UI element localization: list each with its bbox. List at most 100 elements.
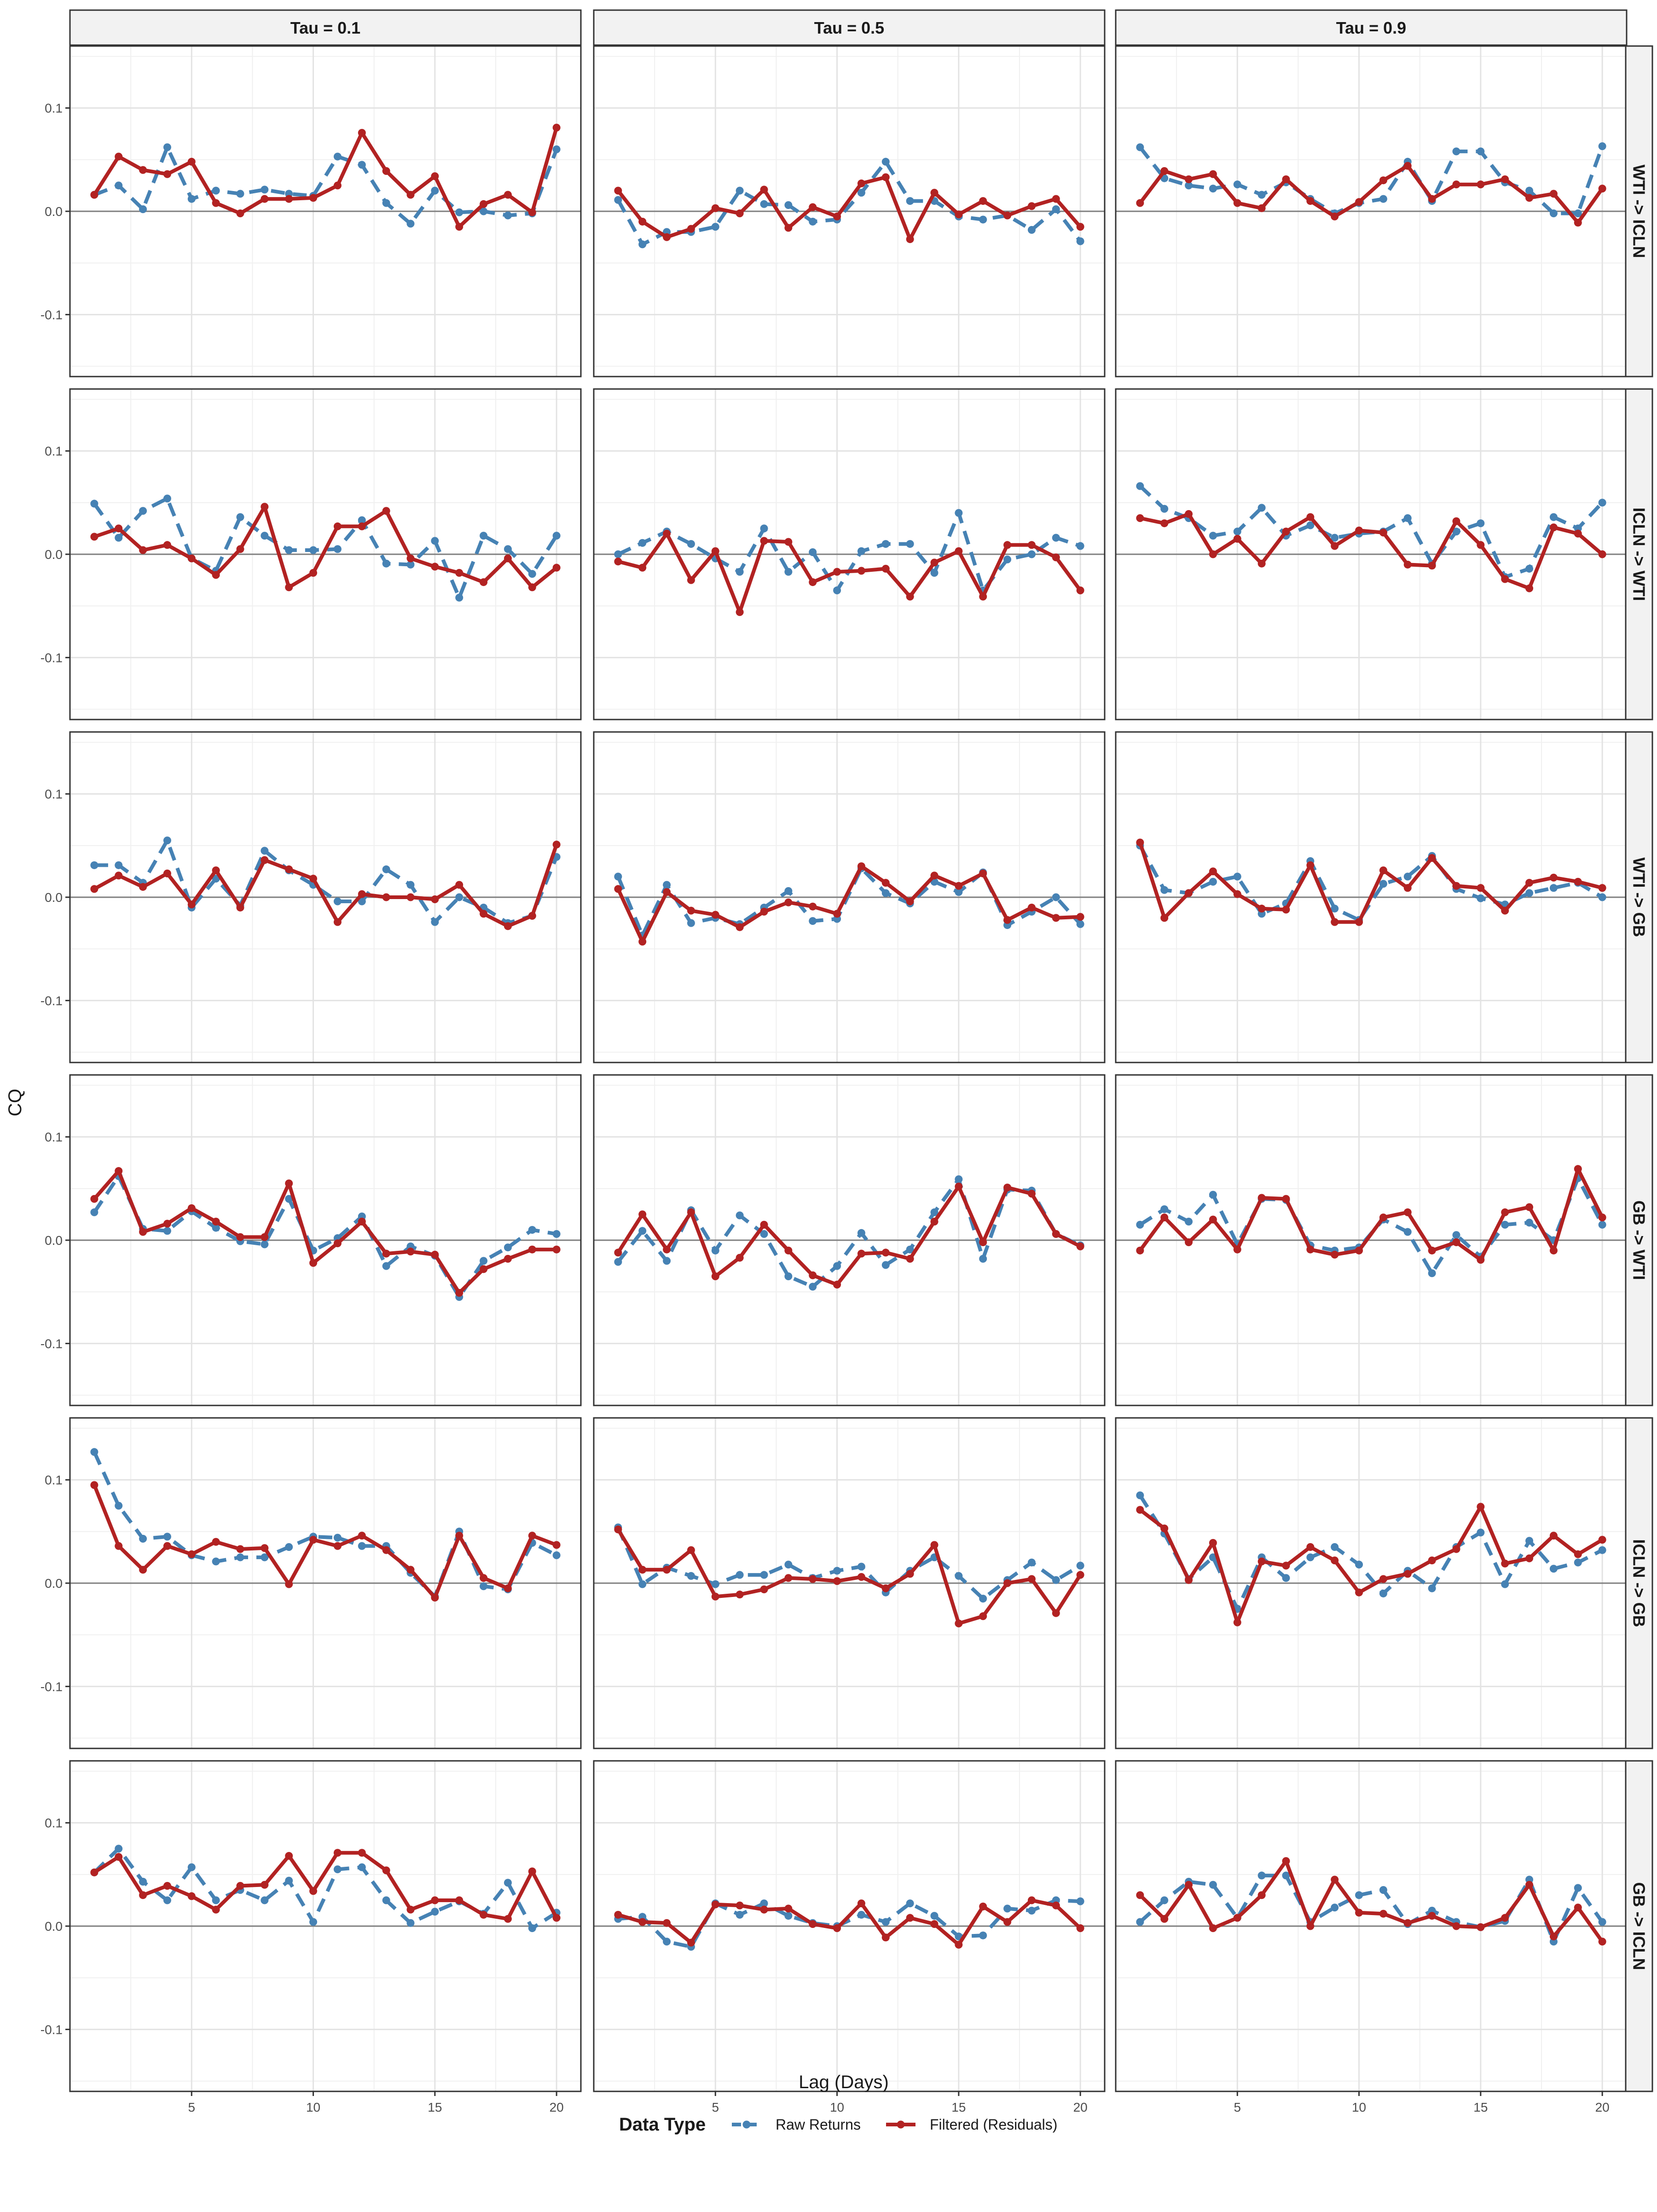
filtered-residuals-point — [1052, 553, 1060, 562]
filtered-residuals-line — [1138, 1167, 1604, 1262]
x-tick-label: 10 — [306, 2100, 320, 2114]
y-tick-label: 0.1 — [45, 787, 63, 801]
raw-returns-point — [382, 559, 390, 568]
filtered-residuals-point — [1306, 1922, 1315, 1930]
filtered-residuals-point — [1501, 575, 1509, 583]
filtered-residuals-point — [431, 895, 439, 903]
filtered-residuals-point — [236, 903, 244, 912]
filtered-residuals-point — [1257, 204, 1266, 212]
filtered-residuals-point — [115, 871, 123, 880]
filtered-residuals-point — [1477, 1923, 1485, 1931]
filtered-residuals-point — [687, 1546, 695, 1554]
filtered-residuals-point — [90, 1868, 98, 1876]
filtered-residuals-point — [955, 210, 963, 219]
filtered-residuals-point — [881, 879, 890, 887]
filtered-residuals-point — [687, 906, 695, 915]
filtered-residuals-point — [760, 907, 768, 916]
filtered-residuals-point — [406, 1566, 415, 1574]
filtered-residuals-point — [163, 1542, 171, 1550]
filtered-residuals-point — [1185, 1238, 1193, 1246]
filtered-residuals-point — [187, 157, 196, 166]
raw-returns-point — [906, 1245, 914, 1254]
filtered-residuals-series — [1136, 510, 1606, 592]
filtered-residuals-point — [1452, 1922, 1460, 1930]
filtered-residuals-point — [1209, 1215, 1217, 1224]
filtered-residuals-point — [1027, 1190, 1036, 1198]
panel-r6-c1: -0.1 0.0 0.1 5 10 15 20 — [41, 1760, 582, 2114]
raw-returns-point — [638, 240, 647, 249]
raw-returns-point — [1076, 542, 1084, 550]
x-tick-label: 15 — [428, 2100, 442, 2114]
raw-returns-point — [1549, 1565, 1558, 1573]
filtered-residuals-line — [617, 532, 1082, 614]
filtered-residuals-point — [833, 1924, 841, 1932]
raw-returns-point — [930, 1912, 939, 1920]
panel-r2-c2 — [593, 388, 1106, 720]
filtered-residuals-point — [930, 1218, 939, 1226]
filtered-residuals-point — [309, 194, 318, 202]
filtered-residuals-series — [90, 841, 561, 930]
filtered-residuals-point — [139, 1891, 147, 1899]
raw-returns-point — [1136, 1491, 1144, 1499]
filtered-residuals-point — [979, 1238, 987, 1246]
filtered-residuals-point — [1355, 1588, 1363, 1597]
panel-r3-c1: -0.1 0.0 0.1 — [41, 731, 582, 1063]
filtered-residuals-point — [1306, 1543, 1315, 1551]
filtered-residuals-point — [504, 191, 512, 199]
raw-returns-point — [1003, 555, 1012, 563]
filtered-residuals-point — [1306, 861, 1315, 869]
filtered-residuals-line — [616, 864, 1081, 944]
filtered-residuals-point — [1477, 1256, 1485, 1264]
raw-returns-point — [480, 207, 488, 215]
raw-returns-point — [1052, 1576, 1060, 1584]
filtered-residuals-point — [1331, 1556, 1339, 1565]
filtered-residuals-point — [358, 1218, 366, 1226]
filtered-residuals-point — [687, 1939, 695, 1947]
raw-returns-point — [663, 1938, 671, 1946]
y-tick-label: -0.1 — [41, 993, 63, 1008]
filtered-residuals-point — [187, 900, 196, 909]
raw-returns-point — [784, 887, 793, 895]
raw-returns-point — [760, 1230, 768, 1238]
raw-returns-point — [1306, 1553, 1315, 1562]
raw-returns-point — [1525, 186, 1534, 195]
filtered-residuals-point — [1003, 916, 1012, 924]
filtered-residuals-point — [906, 1914, 914, 1922]
filtered-residuals-point — [139, 883, 147, 891]
raw-returns-point — [163, 494, 171, 503]
filtered-residuals-point — [930, 871, 939, 880]
filtered-residuals-point — [1574, 1165, 1582, 1173]
filtered-residuals-point — [1452, 1238, 1460, 1246]
column-strip: Tau = 0.1 — [69, 9, 582, 46]
raw-returns-point — [139, 1535, 147, 1543]
raw-returns-point — [358, 1542, 366, 1550]
raw-returns-point — [1598, 1546, 1606, 1554]
filtered-residuals-point — [163, 541, 171, 549]
raw-returns-point — [480, 1582, 488, 1591]
filtered-residuals-point — [881, 1248, 890, 1257]
raw-returns-point — [528, 1226, 536, 1234]
filtered-residuals-point — [784, 224, 793, 232]
filtered-residuals-point — [1076, 1571, 1084, 1579]
panel-border — [593, 1760, 1106, 2092]
filtered-residuals-point — [333, 1239, 342, 1248]
panel-r6-c2: 5 10 15 20 — [593, 1760, 1106, 2114]
filtered-residuals-point — [309, 875, 318, 883]
filtered-residuals-point — [1003, 1184, 1012, 1192]
filtered-residuals-point — [1501, 906, 1509, 915]
filtered-residuals-point — [1477, 541, 1485, 549]
filtered-residuals-series — [1136, 838, 1606, 926]
filtered-residuals-point — [663, 233, 671, 241]
raw-returns-point — [333, 897, 342, 906]
row-strip-label: ICLN -> WTI — [1630, 508, 1649, 601]
raw-returns-point — [212, 186, 220, 195]
filtered-residuals-series — [614, 1525, 1084, 1628]
filtered-residuals-point — [115, 524, 123, 533]
filtered-residuals-line — [616, 1528, 1082, 1626]
filtered-residuals-point — [1185, 889, 1193, 897]
raw-returns-point — [1136, 1918, 1144, 1926]
filtered-residuals-point — [1355, 918, 1363, 926]
filtered-residuals-point — [1477, 180, 1485, 189]
y-tick-label: -0.1 — [41, 2022, 63, 2037]
raw-returns-point — [663, 1257, 671, 1265]
